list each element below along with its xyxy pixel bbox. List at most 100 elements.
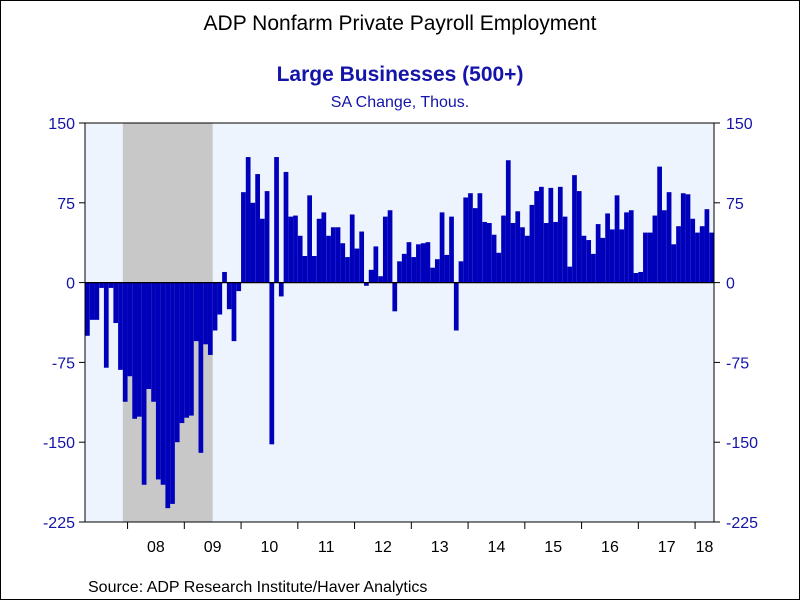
bar	[543, 223, 549, 283]
bar	[349, 214, 355, 283]
x-tick-label: 12	[374, 539, 392, 556]
bar	[576, 191, 582, 283]
bar	[392, 282, 398, 312]
bar	[676, 226, 681, 283]
bar	[430, 267, 435, 283]
bar	[245, 157, 251, 283]
bar	[605, 213, 610, 283]
bar	[434, 259, 440, 283]
bar	[113, 282, 119, 324]
bar	[127, 282, 133, 377]
bar	[529, 204, 535, 283]
bar	[382, 216, 388, 283]
bar	[690, 218, 696, 283]
bar	[250, 202, 256, 283]
bar	[411, 257, 417, 283]
bar	[193, 282, 199, 342]
bar	[179, 282, 185, 424]
bar	[165, 282, 171, 509]
bar	[709, 232, 714, 283]
bar	[274, 157, 279, 283]
bar	[534, 191, 540, 283]
bar	[680, 193, 686, 283]
bar	[354, 248, 360, 283]
bar	[259, 218, 265, 283]
bar	[330, 227, 336, 283]
bar	[293, 215, 298, 283]
bar	[477, 193, 483, 283]
bar	[316, 218, 322, 283]
bar	[449, 216, 454, 283]
bar	[241, 192, 246, 283]
bar	[89, 282, 95, 320]
bar	[619, 229, 625, 283]
bar	[595, 224, 601, 283]
bar	[671, 244, 677, 283]
bar	[236, 282, 242, 292]
bar	[557, 186, 563, 283]
y-tick-label-right: -150	[726, 435, 758, 452]
y-tick-label-right: 0	[726, 276, 735, 293]
bar	[505, 160, 511, 283]
bar	[572, 175, 577, 283]
bar	[496, 252, 502, 283]
bar	[624, 212, 629, 283]
bar	[638, 271, 644, 283]
y-tick-label-right: -225	[726, 515, 758, 532]
bar	[581, 235, 587, 283]
x-tick-label: 17	[658, 539, 676, 556]
bar	[189, 282, 194, 416]
bar	[539, 186, 544, 283]
bar	[704, 209, 710, 283]
bar	[151, 282, 156, 402]
y-tick-label-left: 75	[57, 196, 75, 213]
x-tick-label: 09	[204, 539, 222, 556]
bar	[628, 210, 634, 283]
bar	[482, 221, 487, 283]
bar	[520, 227, 525, 283]
bar	[368, 269, 374, 283]
bar	[614, 195, 620, 283]
bar	[420, 243, 426, 283]
x-tick-label: 15	[544, 539, 562, 556]
x-tick-label: 11	[318, 539, 335, 556]
bar	[591, 253, 596, 283]
bar	[510, 223, 516, 283]
bar	[439, 212, 445, 283]
bar	[137, 282, 142, 417]
bar	[222, 271, 227, 283]
bar	[283, 171, 289, 283]
x-tick-label: 13	[431, 539, 449, 556]
bar	[378, 276, 383, 283]
bar	[174, 282, 180, 443]
bar	[278, 282, 284, 297]
bar	[141, 282, 147, 485]
bar	[548, 187, 554, 283]
bar	[657, 166, 662, 283]
x-tick-label: 10	[261, 539, 279, 556]
y-tick-label-right: 150	[726, 116, 753, 133]
bar	[302, 256, 308, 283]
chart-title: Large Businesses (500+)	[277, 63, 524, 86]
y-tick-label-left: -225	[43, 515, 75, 532]
bar	[586, 240, 592, 283]
bar	[307, 195, 313, 283]
bar	[491, 234, 497, 283]
bar	[515, 211, 521, 283]
y-tick-label-left: -75	[52, 355, 75, 372]
x-tick-label: 14	[488, 539, 506, 556]
bar	[425, 242, 431, 283]
bar	[207, 282, 213, 355]
x-tick-label: 16	[601, 539, 619, 556]
bar	[647, 232, 653, 283]
page-title: ADP Nonfarm Private Payroll Employment	[204, 12, 597, 35]
bar	[198, 282, 204, 453]
bar	[184, 282, 190, 418]
bar	[146, 282, 152, 389]
y-tick-label-left: 150	[48, 116, 75, 133]
chart-subtitle: SA Change, Thous.	[331, 94, 469, 111]
y-tick-label-left: 0	[66, 276, 75, 293]
bar	[364, 282, 369, 286]
bar	[562, 216, 568, 283]
